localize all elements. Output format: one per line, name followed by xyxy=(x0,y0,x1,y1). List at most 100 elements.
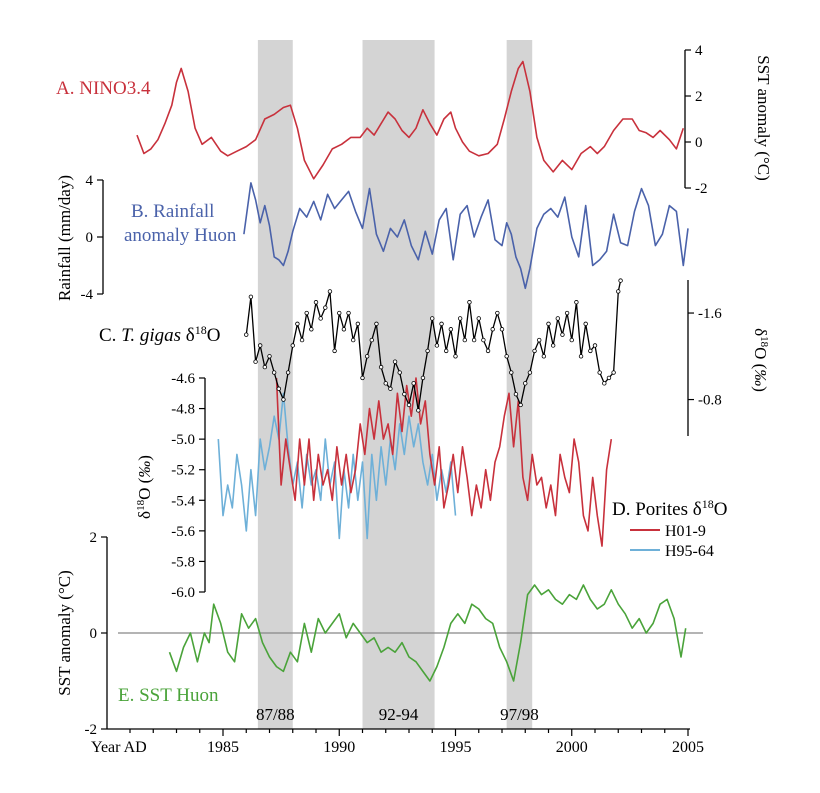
point-C-19 xyxy=(332,348,337,354)
ytick-label-A-2: 0 xyxy=(695,135,703,151)
ytick-label-E-0: 2 xyxy=(90,530,98,546)
point-C-35 xyxy=(406,402,412,408)
point-C-63 xyxy=(537,337,542,343)
shaded-period-label-1: 92-94 xyxy=(379,705,419,724)
point-C-44 xyxy=(448,327,454,332)
point-C-52 xyxy=(485,348,491,354)
ytick-label-A-3: -2 xyxy=(695,181,708,197)
point-C-30 xyxy=(383,381,388,386)
ytick-label-D-1: -5.8 xyxy=(171,554,195,570)
ytick-label-C-1: -0.8 xyxy=(698,393,722,409)
point-C-79 xyxy=(611,370,616,375)
ytick-label-D-7: -4.6 xyxy=(171,371,195,387)
ytick-label-D-6: -4.8 xyxy=(171,402,195,418)
point-C-10 xyxy=(290,343,295,348)
xtick-label-2: 1995 xyxy=(440,739,472,756)
point-C-69 xyxy=(564,310,570,316)
point-C-51 xyxy=(481,337,486,343)
point-C-49 xyxy=(471,337,477,343)
series-line-C xyxy=(245,280,622,412)
xtick-label-1: 1990 xyxy=(323,739,355,756)
point-C-66 xyxy=(550,343,556,348)
point-C-45 xyxy=(453,354,458,359)
point-C-54 xyxy=(495,310,500,316)
point-C-37 xyxy=(416,408,421,413)
panel-d-label: D. Porites δ18O xyxy=(612,497,727,520)
series-line-E xyxy=(168,584,687,682)
ytick-label-C-0: -1.6 xyxy=(698,306,722,322)
legend: H01-9 H95-64 xyxy=(630,523,714,560)
series-line-B xyxy=(243,182,689,290)
ytick-label-B-2: -4 xyxy=(81,287,94,303)
point-C-72 xyxy=(578,354,584,359)
point-C-61 xyxy=(527,370,533,375)
point-C-5 xyxy=(267,354,272,359)
point-C-15 xyxy=(313,300,319,305)
point-C-6 xyxy=(271,370,277,375)
point-C-41 xyxy=(434,343,440,348)
point-C-9 xyxy=(285,370,291,375)
panel-b-label-line1: B. Rainfall xyxy=(131,201,214,222)
point-C-65 xyxy=(546,321,551,327)
xtick-label-4: 2005 xyxy=(672,739,704,756)
point-C-75 xyxy=(592,343,598,348)
point-C-67 xyxy=(555,316,560,321)
ytick-label-D-4: -5.2 xyxy=(171,463,195,479)
ytick-label-D-0: -6.0 xyxy=(171,585,195,601)
ytick-label-D-2: -5.6 xyxy=(171,524,195,540)
point-C-81 xyxy=(618,278,623,283)
point-C-3 xyxy=(258,343,263,348)
point-C-55 xyxy=(499,327,505,332)
point-C-57 xyxy=(509,370,514,375)
panel-b-label-line2: anomaly Huon xyxy=(124,225,237,246)
ytick-label-D-3: -5.4 xyxy=(171,493,195,509)
point-C-74 xyxy=(588,348,593,354)
point-C-43 xyxy=(444,348,449,354)
point-C-18 xyxy=(327,289,333,294)
point-C-39 xyxy=(425,348,430,354)
point-C-23 xyxy=(351,337,356,343)
panel-a-ylabel: SST anomaly (°C) xyxy=(754,55,773,180)
shaded-period-label-2: 97/98 xyxy=(500,705,539,724)
point-C-20 xyxy=(337,310,342,316)
point-C-42 xyxy=(439,321,444,327)
series-line-D-h01-9 xyxy=(275,377,613,547)
point-C-24 xyxy=(355,321,361,327)
point-C-76 xyxy=(597,370,602,375)
point-C-58 xyxy=(513,391,519,397)
ytick-label-D-5: -5.0 xyxy=(171,432,195,448)
point-C-47 xyxy=(462,337,467,343)
ytick-label-E-1: 0 xyxy=(90,626,98,642)
point-C-64 xyxy=(541,354,547,359)
point-C-80 xyxy=(616,289,621,294)
point-C-33 xyxy=(397,370,402,375)
point-C-32 xyxy=(392,359,398,364)
point-C-36 xyxy=(411,381,416,386)
point-C-38 xyxy=(420,375,426,381)
point-C-17 xyxy=(323,305,328,310)
point-C-60 xyxy=(523,381,528,386)
panel-c-ylabel: δ18O (‰) xyxy=(751,328,770,392)
point-C-62 xyxy=(532,348,537,354)
point-C-40 xyxy=(430,316,435,321)
ytick-label-B-0: 4 xyxy=(86,173,94,189)
point-C-11 xyxy=(295,321,300,327)
panel-d-ylabel: δ18O (‰) xyxy=(135,455,154,519)
ytick-label-A-0: 4 xyxy=(695,43,703,59)
legend-h01-9: H01-9 xyxy=(665,523,706,540)
xtick-label-0: 1985 xyxy=(207,739,239,756)
panel-b-ylabel: Rainfall (mm/day) xyxy=(55,175,74,301)
point-C-25 xyxy=(360,375,365,381)
point-C-31 xyxy=(388,386,393,391)
ytick-label-B-1: 0 xyxy=(86,230,94,246)
point-C-22 xyxy=(346,310,351,316)
x-axis-label: Year AD xyxy=(91,739,147,756)
shaded-period-1 xyxy=(362,40,435,729)
series-group xyxy=(136,60,689,682)
point-C-78 xyxy=(606,375,612,381)
point-C-16 xyxy=(318,316,323,321)
point-C-4 xyxy=(262,364,268,370)
ytick-label-E-2: -2 xyxy=(85,722,98,738)
point-C-34 xyxy=(402,391,407,397)
